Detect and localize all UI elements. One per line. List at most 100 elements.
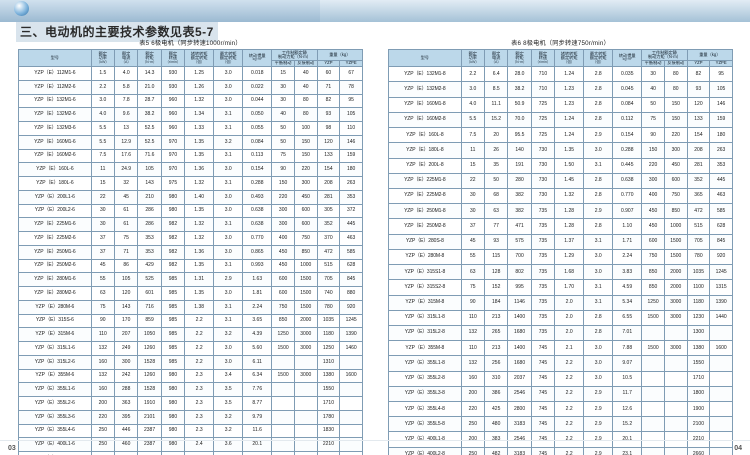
- cell-value: 1180: [686, 294, 711, 311]
- cell-model: YZP（E）160L-8: [388, 127, 462, 144]
- cell-model: YZP（E）315L2-6: [18, 354, 92, 370]
- cell-value: 425: [483, 401, 509, 418]
- table-row: YZP（E）160L-8 7.5 20 95.5 725 1.24 2.9 0.154 90 22…: [388, 127, 733, 144]
- cell-value: 250: [90, 423, 116, 439]
- cell-value: 265: [483, 324, 509, 342]
- cell-value: 26: [483, 142, 509, 159]
- cell-value: 105: [709, 81, 733, 98]
- cell-value: 463: [709, 187, 733, 205]
- cell-value: 1.36: [184, 244, 215, 260]
- cell-value: 1.71: [612, 233, 643, 250]
- cell-model: YZP（E）315L1-6: [18, 341, 92, 356]
- header-row-top: 型号 额定 功率 （kW） 额定 电流 （A） 额定 转矩: [18, 48, 364, 68]
- cell-value: 90: [460, 294, 486, 311]
- cell-value: 0.288: [612, 142, 643, 159]
- cell-value: [709, 401, 733, 418]
- cell-value: 30: [460, 187, 486, 205]
- cell-value: [339, 354, 363, 370]
- cell-value: 75: [90, 299, 116, 315]
- cell-value: 52.5: [137, 134, 162, 150]
- cell-value: 0.493: [242, 189, 273, 205]
- table-row: YZP（E）132M1-8 2.2 6.4 28.0 710 1.24 2.8 0.035 30…: [388, 66, 733, 83]
- table-row: YZP（E）200L-8 15 35 191 730 1.50 3.1 0.445 220 450…: [388, 157, 733, 174]
- cell-value: 575: [507, 233, 532, 250]
- cell-value: 1.34: [184, 107, 215, 123]
- cell-value: 920: [339, 299, 363, 315]
- cell-value: 3.2: [213, 134, 244, 150]
- cell-value: 22: [460, 172, 486, 189]
- cell-value: 0.084: [242, 134, 273, 150]
- cell-value: 40: [293, 66, 318, 81]
- cell-value: 3000: [663, 340, 688, 357]
- cell-value: 482: [483, 446, 509, 455]
- cell-value: 730: [530, 172, 556, 189]
- cell-model: YZP（E）315L2-8: [388, 324, 462, 342]
- cell-value: 0.154: [242, 162, 273, 178]
- cell-value: 1.70: [554, 279, 585, 296]
- cell-value: [271, 409, 295, 425]
- table-row: YZP（E）250M2-8 37 77 471 735 1.28 2.8 1.10 450 100…: [388, 218, 733, 235]
- cell-value: 780: [686, 248, 711, 266]
- cell-value: 1390: [339, 327, 363, 343]
- cell-value: 160: [460, 370, 486, 387]
- cell-value: 553: [113, 451, 139, 455]
- cell-value: 1310: [316, 354, 341, 370]
- cell-value: 845: [709, 233, 733, 250]
- cell-value: 0.018: [242, 66, 273, 81]
- cell-value: 0.113: [242, 148, 273, 164]
- cell-value: 3.2: [213, 327, 244, 343]
- table-row: YZP（E）315L1-8 110 213 1400 735 2.0 2.8 6.55 1500…: [388, 309, 733, 326]
- cell-value: 463: [339, 231, 363, 246]
- cell-value: [339, 409, 363, 425]
- cell-model: YZP（E）200L-8: [388, 157, 462, 174]
- cell-value: 985: [160, 327, 186, 343]
- cell-value: 150: [663, 111, 688, 129]
- table-row: YZP（E）355M-6 132 242 1260 980 2.3 3.4 6.34 1500 3…: [18, 368, 363, 384]
- cell-value: 1.68: [554, 264, 585, 281]
- cell-value: 0.638: [242, 217, 273, 233]
- cell-value: 920: [709, 248, 733, 266]
- cell-value: 735: [530, 218, 556, 235]
- cell-value: 50: [641, 96, 665, 113]
- cell-value: 1.32: [184, 231, 215, 246]
- cell-value: 1.50: [554, 157, 585, 174]
- cell-value: 7.01: [612, 324, 643, 342]
- cell-value: 1245: [339, 313, 363, 329]
- cell-value: 445: [709, 172, 733, 189]
- cell-value: 750: [293, 231, 318, 246]
- th-weight-group: 重量（kg）: [686, 49, 734, 61]
- cell-value: 880: [339, 286, 363, 301]
- cell-value: 1900: [686, 401, 711, 418]
- cell-value: 0.638: [612, 172, 643, 189]
- cell-value: 5.34: [612, 294, 643, 311]
- cell-value: 63: [460, 264, 486, 281]
- cell-value: 960: [160, 93, 186, 109]
- cell-value: 1.35: [554, 142, 585, 159]
- cell-value: [271, 396, 295, 411]
- cell-value: 80: [663, 66, 688, 83]
- cell-value: 982: [160, 217, 186, 233]
- cell-value: 1830: [316, 423, 341, 439]
- cell-value: 160: [90, 354, 116, 370]
- table-row: YZP（E）315L2-8 132 265 1680 735 2.0 2.8 7.01 1300: [388, 324, 733, 342]
- cell-value: 1180: [316, 327, 341, 343]
- cell-value: [339, 396, 363, 411]
- cell-value: 1500: [293, 286, 318, 301]
- cell-value: 353: [137, 244, 162, 260]
- table-row: YZP（E）400L1-6 250 460 2387 980 2.4 3.6 20.1 2210: [18, 437, 363, 453]
- cell-value: 3.0: [213, 354, 244, 370]
- cell-value: 705: [686, 233, 711, 250]
- cell-model: YZP（E）250M2-6: [18, 258, 92, 274]
- cell-value: 735: [530, 309, 556, 326]
- cell-value: 90: [90, 313, 116, 329]
- table-row: YZP（E）315L1-6 132 249 1260 985 2.2 3.0 5.60 1500…: [18, 341, 363, 356]
- th-rated-current: 额定 电流 （A）: [483, 48, 509, 68]
- cell-value: 429: [137, 258, 162, 274]
- table-row: YZP（E）280M2-6 63 120 601 985 1.35 3.0 1.81 600 15…: [18, 286, 363, 301]
- cell-value: 601: [137, 286, 162, 301]
- cell-value: 980: [160, 396, 186, 411]
- cell-value: 95: [339, 93, 363, 109]
- cell-value: 0.445: [612, 157, 643, 174]
- cell-value: [709, 370, 733, 387]
